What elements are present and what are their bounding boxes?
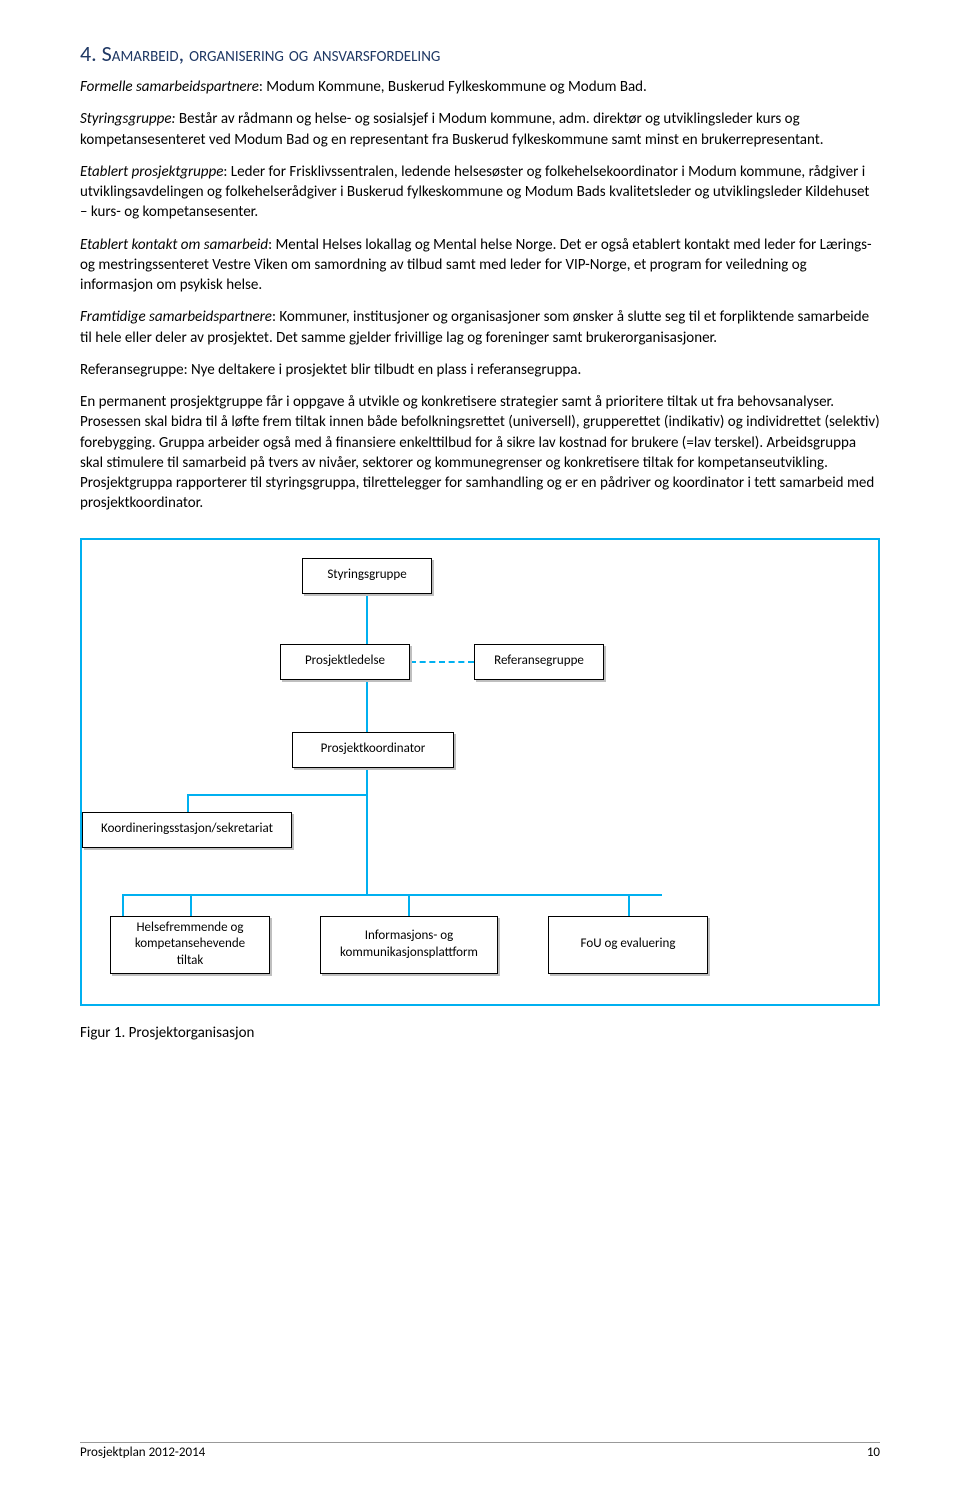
rest-partners: : Modum Kommune, Buskerud Fylkeskommune … bbox=[259, 78, 647, 96]
section-title: 4. Samarbeid, organisering og ansvarsfor… bbox=[80, 40, 880, 67]
paragraph-styringsgruppe: Styringsgruppe: Består av rådmann og hel… bbox=[80, 109, 880, 150]
connector-dashed bbox=[410, 661, 474, 663]
connector-line bbox=[408, 894, 410, 916]
node-informasjons: Informasjons- og kommunikasjonsplattform bbox=[320, 916, 498, 974]
connector-line bbox=[122, 894, 662, 896]
rest-styringsgruppe: Består av rådmann og helse- og sosialsje… bbox=[80, 110, 824, 148]
node-prosjektkoordinator: Prosjektkoordinator bbox=[292, 732, 454, 768]
node-styringsgruppe: Styringsgruppe bbox=[302, 558, 432, 594]
node-helsefremmende: Helsefremmende og kompetansehevende tilt… bbox=[110, 916, 270, 974]
connector-line bbox=[190, 894, 192, 916]
page-footer: Prosjektplan 2012-2014 10 bbox=[80, 1442, 880, 1460]
paragraph-permanent: En permanent prosjektgruppe får i oppgav… bbox=[80, 392, 880, 514]
paragraph-framtidige: Framtidige samarbeidspartnere: Kommuner,… bbox=[80, 307, 880, 348]
node-fou: FoU og evaluering bbox=[548, 916, 708, 974]
paragraph-kontakt: Etablert kontakt om samarbeid: Mental He… bbox=[80, 235, 880, 296]
figure-caption: Figur 1. Prosjektorganisasjon bbox=[80, 1024, 880, 1042]
paragraph-referansegruppe: Referansegruppe: Nye deltakere i prosjek… bbox=[80, 360, 880, 380]
lead-styringsgruppe: Styringsgruppe: bbox=[80, 110, 176, 128]
lead-partners: Formelle samarbeidspartnere bbox=[80, 78, 259, 96]
connector-line bbox=[187, 794, 367, 796]
node-koordineringsstasjon: Koordineringsstasjon/sekretariat bbox=[82, 812, 292, 848]
connector-line bbox=[122, 894, 124, 916]
lead-framtidige: Framtidige samarbeidspartnere bbox=[80, 308, 272, 326]
node-referansegruppe: Referansegruppe bbox=[474, 644, 604, 680]
footer-left: Prosjektplan 2012-2014 bbox=[80, 1445, 205, 1460]
lead-prosjektgruppe: Etablert prosjektgruppe bbox=[80, 163, 223, 181]
paragraph-partners: Formelle samarbeidspartnere: Modum Kommu… bbox=[80, 77, 880, 97]
org-diagram: Styringsgruppe Prosjektledelse Referanse… bbox=[80, 538, 880, 1006]
node-prosjektledelse: Prosjektledelse bbox=[280, 644, 410, 680]
lead-kontakt: Etablert kontakt om samarbeid bbox=[80, 236, 268, 254]
footer-page-number: 10 bbox=[867, 1445, 880, 1460]
paragraph-prosjektgruppe: Etablert prosjektgruppe: Leder for Frisk… bbox=[80, 162, 880, 223]
connector-line bbox=[187, 794, 189, 812]
connector-line bbox=[628, 894, 630, 916]
